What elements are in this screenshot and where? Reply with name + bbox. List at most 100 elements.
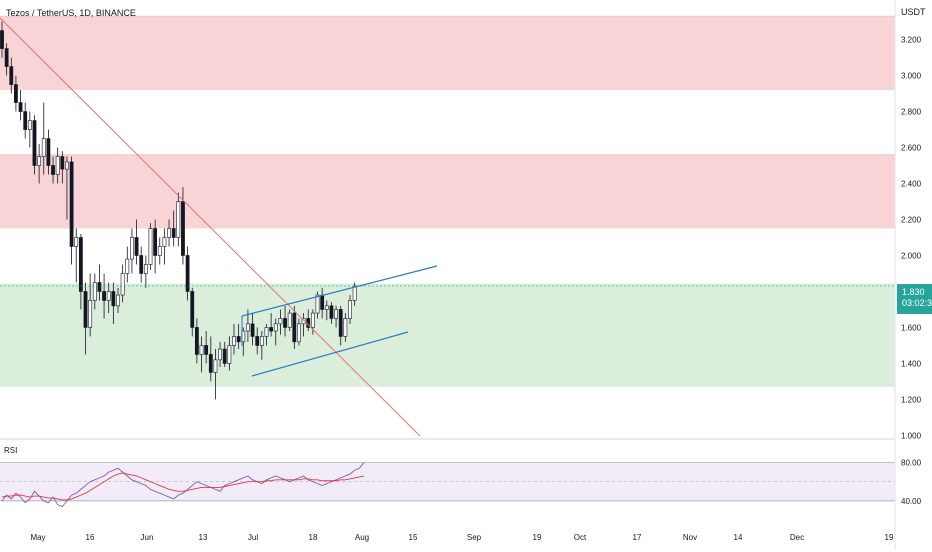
price-axis: 3.2003.0002.8002.6002.4002.2002.0001.800… [901,36,922,441]
candle-body [27,120,32,130]
candle-body [125,258,130,274]
time-tick-label: Sep [467,533,482,542]
candle-body [37,156,42,166]
time-axis: May 16 Jun 13 Jul 18 Aug 15 Sep 19 Oct 17 Nov 14 Dec 19 [30,533,894,542]
candle-body [74,237,79,247]
rsi-ma-line [1,472,365,501]
candle-body [41,138,46,157]
zone-layer [0,15,895,387]
candle-body [269,327,274,332]
time-tick-label: 19 [885,533,894,542]
candle-body [278,318,283,325]
price-tick-label: 2.800 [901,108,922,117]
rsi-layer [1,462,365,508]
candle-body [106,291,111,301]
candle-body [273,323,278,332]
candle-body [232,336,236,346]
candle-body [292,312,297,343]
candle-body [213,359,218,373]
rsi-indicator-label[interactable]: RSI [4,446,18,455]
time-tick-label: 14 [734,533,743,542]
candle-body [348,300,352,319]
zone-support [0,284,895,387]
candle-body [130,237,134,260]
candle-body [4,48,9,67]
price-tick-label: 3.000 [901,72,922,81]
symbol-title[interactable]: Tezos / TetherUS, 1D, BINANCE [6,8,136,18]
candle-body [14,84,18,103]
price-tick-label: 1.200 [901,395,922,404]
last-price-value: 1.830 [902,287,925,297]
candle-body [97,282,102,292]
zone-resistance-upper [0,16,895,90]
candle-body [352,285,357,301]
candle-body [338,309,343,337]
candle-body [324,305,329,310]
candle-body [310,312,315,328]
price-tick-label: 2.000 [901,251,922,260]
time-tick-label: Nov [683,533,697,542]
candle-body [255,336,260,346]
candle-body [227,345,232,364]
candle-body [51,165,55,175]
time-tick-label: May [30,533,45,542]
price-tick-label: 1.400 [901,359,922,368]
last-price-tag: 1.830 03:02:36 [897,284,932,314]
candle-body [264,327,269,337]
candle-body [181,201,185,256]
candle-body [18,102,23,112]
price-tick-label: 2.600 [901,144,922,153]
time-tick-label: Aug [355,533,369,542]
time-tick-label: 13 [199,533,208,542]
candle-body [250,323,255,337]
price-tick-label: 1.600 [901,323,922,332]
downtrend-line [0,17,421,437]
candle-body [222,348,227,364]
candle-body [297,323,301,343]
candle-body [218,348,222,361]
channel-lower-line [251,331,409,377]
candle-body [139,255,144,274]
candle-body [120,273,125,296]
candle-body [134,237,139,256]
candle-body [208,354,213,373]
currency-label: USDT [901,7,926,17]
channel-upper-line [241,265,438,317]
candle-body [329,305,334,319]
candle-body [287,312,292,328]
candle-body [148,228,153,265]
candle-body [88,300,93,328]
candle-body [143,264,148,274]
drawings-layer [0,17,438,437]
time-tick-label: Oct [574,533,587,542]
time-tick-label: Jul [248,533,258,542]
candle-body [190,291,195,328]
candle-body [204,345,209,355]
bar-countdown: 03:02:36 [902,298,932,308]
candle-body [60,156,65,170]
candle-body [315,294,320,314]
candle-body [176,201,181,238]
candle-body [185,255,190,292]
time-tick-label: 18 [309,533,318,542]
candle-body [283,318,287,328]
candle-body [102,291,106,301]
time-tick-label: 15 [409,533,418,542]
price-tick-label: 2.200 [901,216,922,225]
candle-body [116,294,120,307]
candle-body [23,111,28,130]
candle-body [236,336,241,343]
price-tick-label: 3.200 [901,36,922,45]
candle-body [320,294,325,310]
price-tick-label: 2.400 [901,180,922,189]
candle-body [65,161,69,170]
candle-body [157,246,162,256]
candle-body [111,291,116,307]
time-tick-label: Jun [141,533,154,542]
candle-body [246,323,250,332]
candle-body [32,120,37,166]
candle-body [343,318,348,337]
candle-body [9,66,14,85]
